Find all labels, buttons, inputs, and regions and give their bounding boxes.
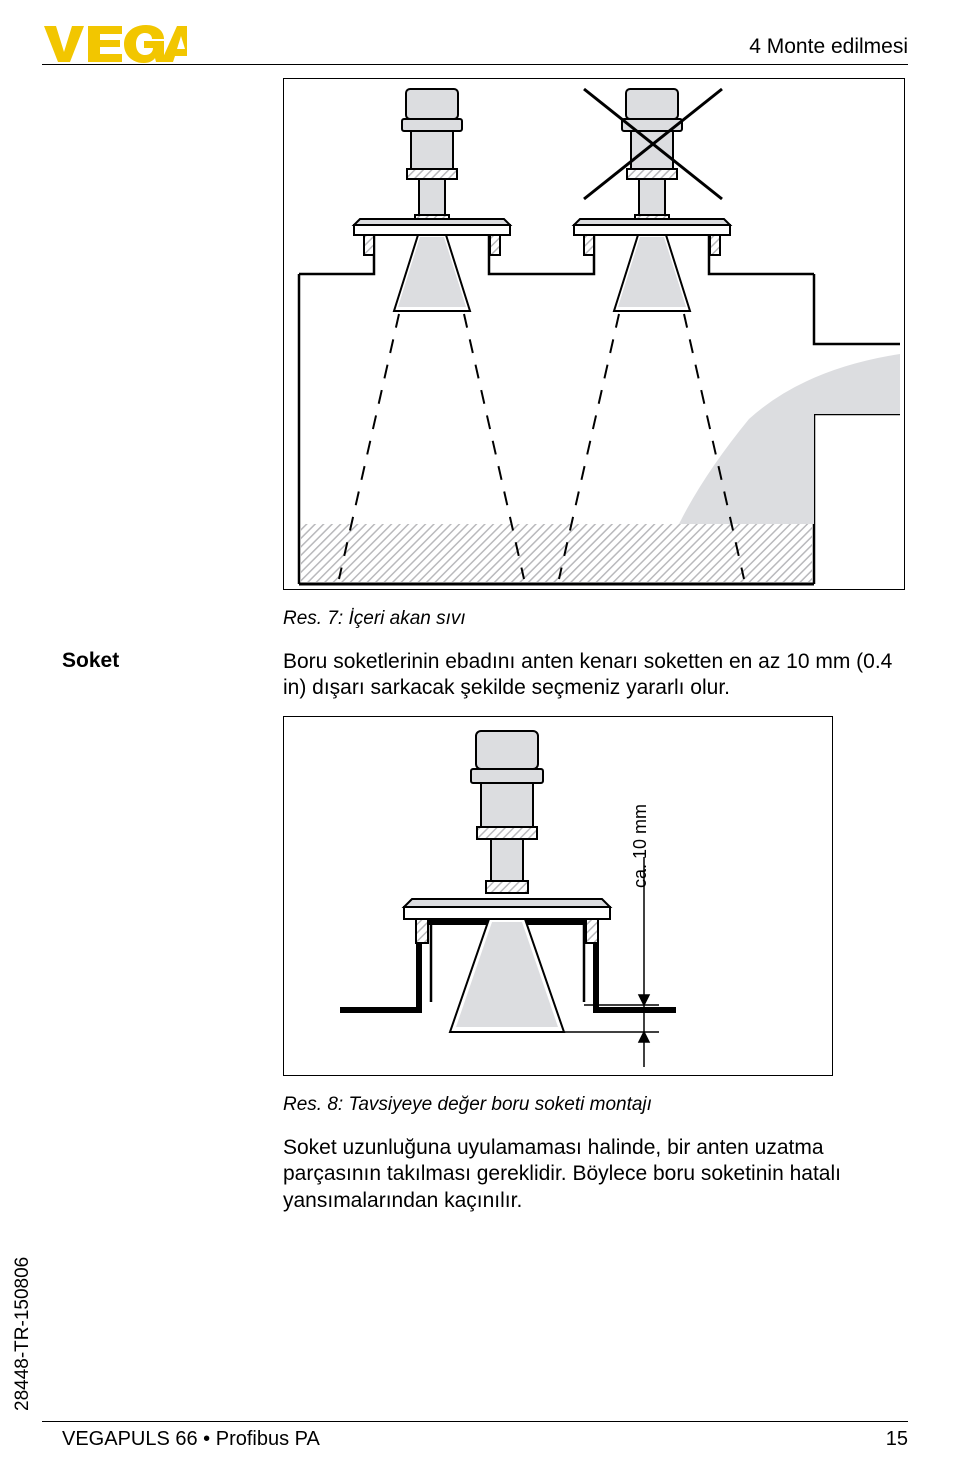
figure-2-dimension: ca. 10 mm	[630, 804, 651, 888]
section-para-2: Soket uzunluğuna uyulamaması halinde, bi…	[283, 1135, 903, 1214]
chapter-title: 4 Monte edilmesi	[749, 35, 908, 59]
doc-id-vertical: 28448-TR-150806	[12, 1257, 34, 1411]
figure-1	[283, 78, 905, 590]
figure-2-caption: Res. 8: Tavsiyeye değer boru soketi mont…	[283, 1094, 652, 1116]
figure-2	[283, 716, 833, 1076]
vega-logo	[42, 24, 187, 69]
section-para-1: Boru soketlerinin ebadını anten kenarı s…	[283, 649, 903, 702]
section-margin-head: Soket	[62, 649, 119, 673]
footer-page: 15	[886, 1428, 908, 1451]
header-rule	[42, 64, 908, 65]
page: 4 Monte edilmesi	[0, 0, 960, 1476]
footer-left: VEGAPULS 66 • Profibus PA	[62, 1428, 320, 1451]
footer-rule	[42, 1421, 908, 1422]
figure-1-caption: Res. 7: İçeri akan sıvı	[283, 608, 466, 630]
